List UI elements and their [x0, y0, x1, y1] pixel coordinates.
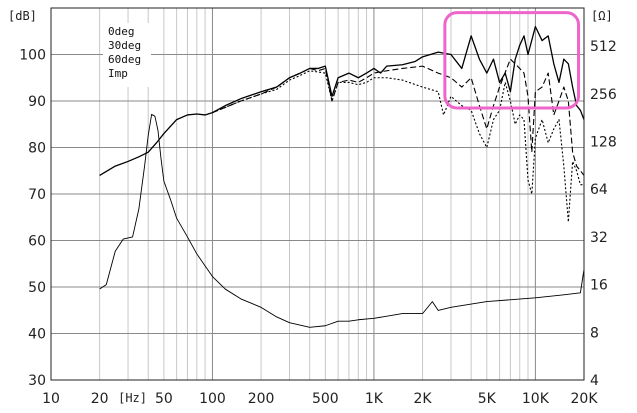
y-tick-label-left: 100: [19, 48, 46, 64]
y-axis-label-right: [Ω]: [591, 9, 613, 23]
x-tick-label: 5K: [478, 391, 497, 407]
x-tick-label: 10K: [522, 391, 550, 407]
y-tick-label-right: 64: [590, 182, 608, 198]
highlight-box: [443, 11, 581, 110]
y-tick-label-right: 128: [590, 135, 617, 151]
x-tick-label: 50: [155, 391, 173, 407]
legend-background: [103, 23, 151, 87]
series-line-imp: [99, 113, 585, 328]
y-tick-label-right: 16: [590, 278, 608, 294]
legend-entry-30deg: 30deg: [108, 39, 141, 52]
x-tick-label: 500: [312, 391, 339, 407]
x-tick-label: 20K: [571, 391, 599, 407]
y-tick-label-left: 90: [28, 94, 46, 110]
legend-entry-0deg: 0deg: [108, 25, 135, 38]
y-tick-label-left: 70: [28, 187, 46, 203]
legend-entry-60deg: 60deg: [108, 53, 141, 66]
x-tick-label: 10: [42, 391, 60, 407]
series-group: [99, 25, 585, 328]
y-tick-label-left: 50: [28, 280, 46, 296]
y-tick-label-left: 30: [28, 373, 46, 389]
y-tick-label-right: 4: [590, 373, 599, 389]
plot-frame: [50, 7, 585, 381]
y-tick-label-right: 512: [590, 39, 617, 55]
y-tick-label-right: 8: [590, 325, 599, 341]
axes: [dB] [Ω] [Hz] 10 20 50 100 200 500 1K 2K 5K 10K 20…: [8, 9, 617, 407]
series-line-0deg: [99, 25, 585, 176]
x-tick-label: 100: [199, 391, 226, 407]
x-axis-label: [Hz]: [118, 391, 147, 405]
x-tick-label: 1K: [365, 391, 384, 407]
x-tick-label: 2K: [413, 391, 432, 407]
y-tick-label-right: 256: [590, 87, 617, 103]
y-tick-label-left: 40: [28, 327, 46, 343]
y-tick-label-left: 60: [28, 234, 46, 250]
x-tick-label: 200: [248, 391, 275, 407]
grid: [50, 8, 585, 381]
series-line-30deg: [212, 58, 585, 176]
y-tick-label-right: 32: [590, 230, 608, 246]
legend-entry-imp: Imp: [108, 67, 128, 80]
x-tick-label: 20: [91, 391, 109, 407]
y-tick-label-left: 80: [28, 141, 46, 157]
y-axis-label-left: [dB]: [8, 9, 37, 23]
